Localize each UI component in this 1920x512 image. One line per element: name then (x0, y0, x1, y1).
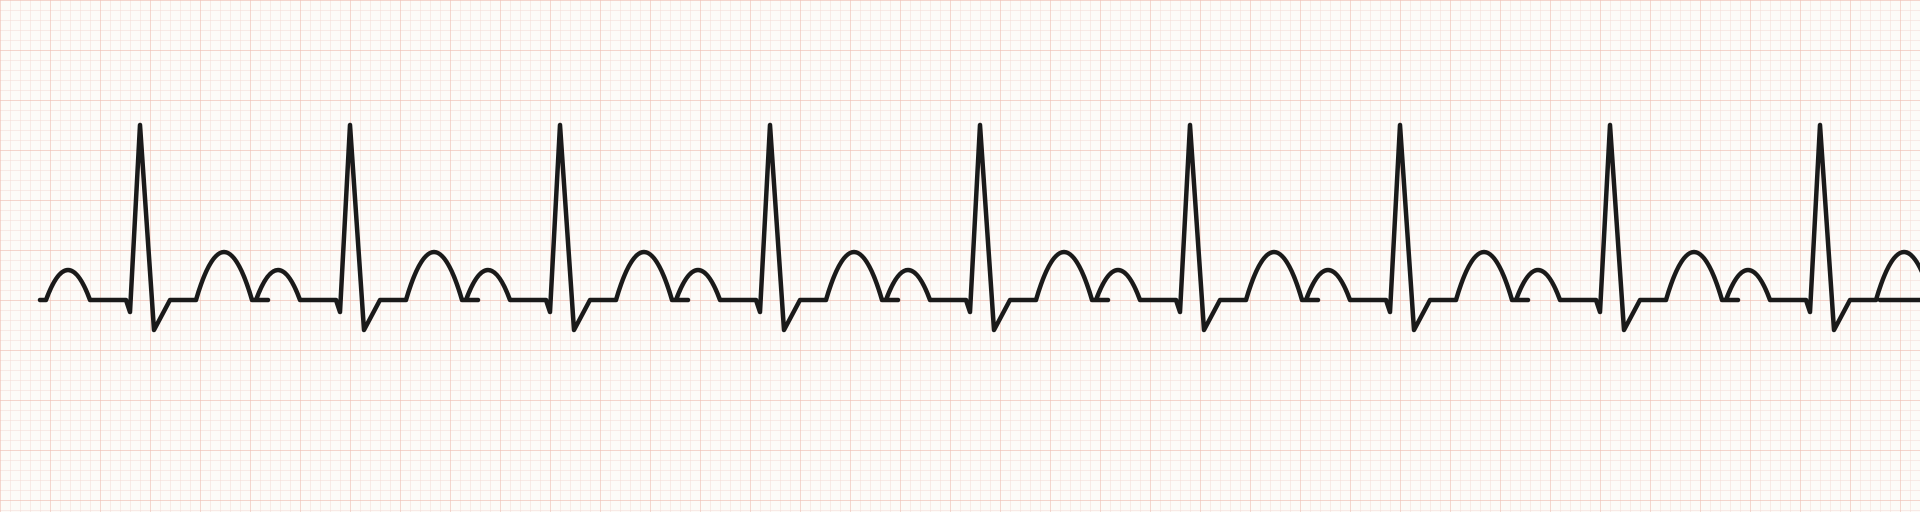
ecg-strip (0, 0, 1920, 512)
ecg-grid (0, 0, 1920, 512)
